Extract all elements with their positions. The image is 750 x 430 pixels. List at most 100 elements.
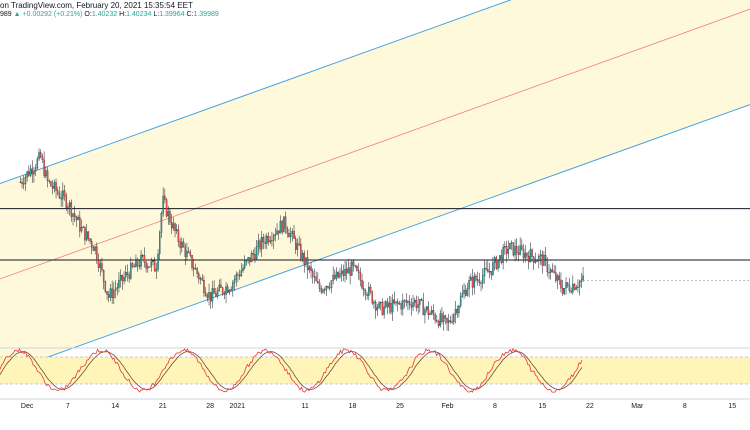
stoch-k-line [0,347,583,393]
candle-251 [446,317,448,331]
candle-30 [70,199,73,222]
channel-upper-line [0,0,512,185]
candle-201 [361,273,363,290]
candle-94 [179,238,181,256]
candle-104 [196,267,198,279]
change-value: +0.00292 (+0.21%) [22,11,83,18]
candle-303 [534,252,537,264]
candle-320 [563,288,566,296]
candle-216 [386,297,389,315]
candle-102 [193,258,195,277]
candle-46 [97,253,100,272]
candle-43 [92,245,95,251]
candle-123 [228,289,231,296]
candle-70 [138,259,141,270]
candle-249 [442,311,445,331]
candle-98 [186,242,188,261]
candle-35 [79,210,81,238]
x-tick-label: 8 [683,403,687,410]
candle-8 [33,166,35,183]
candle-54 [111,280,113,304]
candle-171 [310,261,312,279]
candle-76 [148,266,151,268]
candle-15 [45,166,47,179]
candle-283 [500,249,503,265]
candle-24 [60,190,62,207]
candle-221 [395,301,397,307]
candle-240 [427,301,430,320]
candle-33 [75,215,78,228]
candle-309 [544,247,547,267]
candle-58 [118,271,120,293]
candle-219 [391,294,394,321]
candle-212 [380,301,382,311]
stochastic-pane [0,347,750,393]
candle-220 [393,291,396,305]
candle-278 [492,256,494,277]
candle-214 [383,301,385,319]
candle-233 [415,295,418,312]
candle-254 [451,313,453,324]
candle-294 [519,237,521,256]
candle-228 [407,299,409,311]
candle-285 [504,241,506,255]
candle-4 [26,170,28,182]
candle-225 [402,293,404,316]
candle-311 [548,264,550,280]
candle-271 [480,280,482,292]
candle-37 [82,225,84,228]
candle-21 [55,178,57,199]
close-label: C: [186,11,194,18]
candle-242 [431,305,433,316]
candle-252 [448,313,450,332]
candle-112 [210,292,212,309]
x-tick-label: 21 [159,403,167,410]
candle-109 [204,287,207,297]
candle-229 [408,295,411,310]
candle-154 [281,219,283,235]
candle-9 [34,164,37,176]
candle-65 [130,257,132,280]
candle-73 [143,247,146,268]
candle-50 [104,280,107,294]
candle-282 [499,255,501,269]
candle-120 [223,290,226,300]
candle-41 [89,238,91,245]
x-tick-label: Mar [631,403,644,410]
candle-274 [485,261,487,272]
ohlc-line: 989 ▲ +0.00292 (+0.21%) O:1.40232 H:1.40… [0,11,219,18]
candle-132 [244,255,246,270]
candle-86 [165,197,168,218]
candle-10 [36,156,39,170]
candle-302 [533,256,535,270]
candle-218 [390,296,392,315]
candle-69 [136,257,139,272]
candle-227 [405,293,407,307]
candle-287 [507,240,509,259]
candle-135 [249,257,251,267]
candle-168 [305,257,307,268]
candle-329 [578,279,581,296]
candle-290 [512,242,515,257]
candle-319 [561,279,564,296]
candle-307 [541,250,543,274]
candle-236 [420,297,423,302]
candle-140 [257,233,260,256]
candle-248 [441,307,443,325]
candle-19 [51,180,54,195]
candle-78 [152,259,154,266]
candle-85 [164,188,166,204]
candle-40 [87,231,90,242]
candle-203 [364,288,367,301]
candle-280 [495,255,498,270]
chart-header: on TradingView.com, February 20, 2021 15… [0,0,750,22]
candle-134 [247,256,249,264]
candle-266 [471,268,474,296]
candle-62 [125,265,127,282]
candle-202 [363,280,365,297]
candle-49 [102,269,105,290]
stoch-d-line [0,351,583,390]
candle-114 [213,280,215,294]
candle-224 [400,300,402,315]
